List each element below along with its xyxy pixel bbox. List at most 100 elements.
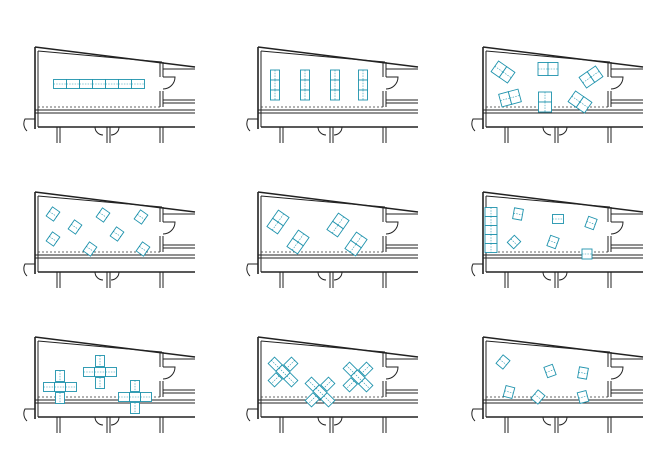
table [484,243,498,253]
table-divider [271,360,280,369]
wall [34,191,196,213]
table [118,79,132,89]
table-top [584,215,598,231]
table [45,231,61,247]
table-divider [509,95,520,99]
wall [34,46,196,68]
door [471,118,483,132]
wall [260,195,386,208]
table-cross [43,370,77,404]
table-top [109,226,125,242]
table [129,392,141,402]
furniture [267,356,374,408]
table [547,62,559,76]
table-pair [490,60,516,84]
wall [34,336,196,358]
table-top [82,241,98,257]
table [270,79,280,91]
door [471,408,483,422]
door [23,408,35,422]
furniture [53,79,145,89]
wall [485,195,611,208]
table [495,354,511,370]
table [283,356,299,372]
table-top [546,234,560,250]
table-divider [582,76,592,83]
table [342,377,358,393]
table [95,377,105,389]
table [82,241,98,257]
table-divider [337,216,344,226]
furniture [45,206,151,257]
door [385,366,399,380]
table [66,79,80,89]
table [530,389,546,405]
table [131,79,145,89]
table-divider [548,240,558,244]
table-top [530,389,546,405]
table-pair [567,90,593,114]
table [543,363,557,379]
table [130,402,140,414]
floor-plan [246,46,419,143]
table-top [576,389,590,405]
wall [37,340,163,353]
table [484,216,498,226]
table-divider [571,96,581,103]
table [332,212,350,230]
table [537,62,549,76]
table-divider [361,365,370,374]
table-divider [494,66,504,73]
wall [260,340,386,353]
table [330,69,340,81]
table-divider [579,101,589,108]
table [484,207,498,217]
furniture [270,69,368,101]
table [484,225,498,235]
table [358,89,368,101]
table [584,215,598,231]
table [330,79,340,91]
table-divider [71,224,79,230]
wall [485,340,611,353]
table-cross [304,376,336,408]
table-divider [271,375,280,384]
floor-plan [471,336,644,433]
wall [482,191,644,213]
table [577,366,589,380]
table-divider [350,243,357,253]
table-divider [139,246,147,252]
table-divider [590,71,600,78]
table [65,382,77,392]
table-cross [267,356,299,388]
table [586,65,604,83]
table [55,392,65,404]
furniture [484,207,598,260]
table-top [543,363,557,379]
table-pair [537,62,559,76]
door [162,221,176,235]
floor-plan [246,191,419,288]
door [610,366,624,380]
table-top [133,209,149,225]
table [576,389,590,405]
door [542,271,568,281]
table-pair [326,212,350,238]
wall [257,336,419,358]
door [542,416,568,426]
table [330,89,340,101]
table [506,234,522,250]
table [118,392,130,402]
table [304,392,320,408]
wall [37,195,163,208]
door [23,118,35,132]
table-pair [344,231,368,257]
table-divider [286,375,295,384]
wall [485,50,611,63]
wall [482,46,644,68]
table [358,69,368,81]
table [484,234,498,244]
table [95,355,105,367]
table-divider [278,367,288,377]
wall [257,46,419,68]
